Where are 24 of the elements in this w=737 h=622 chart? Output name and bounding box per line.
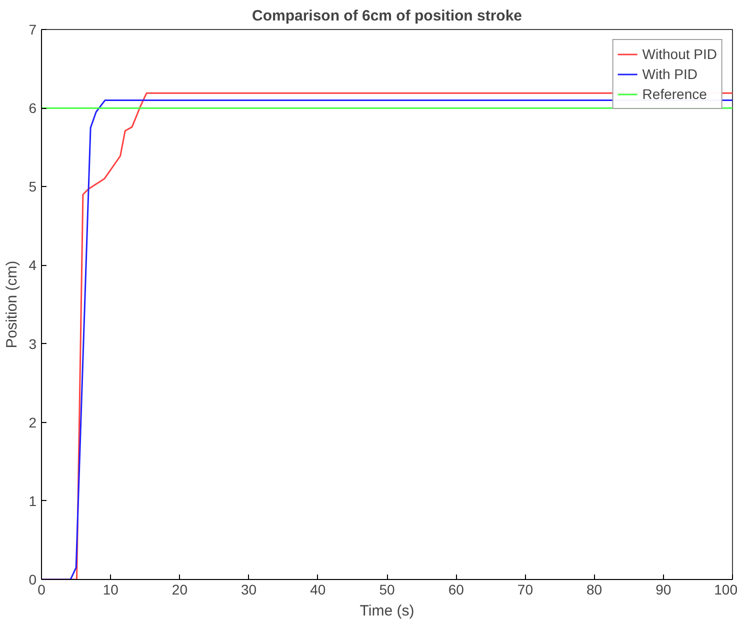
y-tick-label: 0 xyxy=(28,572,37,588)
y-tick-label: 4 xyxy=(28,257,37,274)
legend-label: Without PID xyxy=(642,46,717,62)
x-tick-label: 80 xyxy=(586,582,602,598)
y-tick-label: 5 xyxy=(28,178,37,195)
y-tick-label: 1 xyxy=(28,492,37,509)
y-axis-title: Position (cm) xyxy=(4,260,21,348)
x-tick-label: 10 xyxy=(102,582,119,598)
x-tick-label: 70 xyxy=(517,582,534,598)
y-tick-label: 2 xyxy=(28,414,37,430)
x-tick-label: 20 xyxy=(172,582,188,598)
x-tick-label: 50 xyxy=(379,582,395,598)
chart-title: Comparison of 6cm of position stroke xyxy=(252,8,522,24)
legend-label: With PID xyxy=(642,66,698,82)
legend-label: Reference xyxy=(642,86,707,102)
y-tick-label: 3 xyxy=(28,336,37,352)
x-axis-title: Time (s) xyxy=(360,602,414,620)
x-tick-label: 30 xyxy=(241,582,257,598)
x-tick-label: 40 xyxy=(310,582,326,598)
y-tick-label: 7 xyxy=(28,22,37,38)
y-tick-label: 6 xyxy=(28,100,37,116)
x-tick-label: 100 xyxy=(714,582,737,598)
x-tick-label: 60 xyxy=(448,582,464,598)
x-tick-label: 90 xyxy=(656,582,672,598)
